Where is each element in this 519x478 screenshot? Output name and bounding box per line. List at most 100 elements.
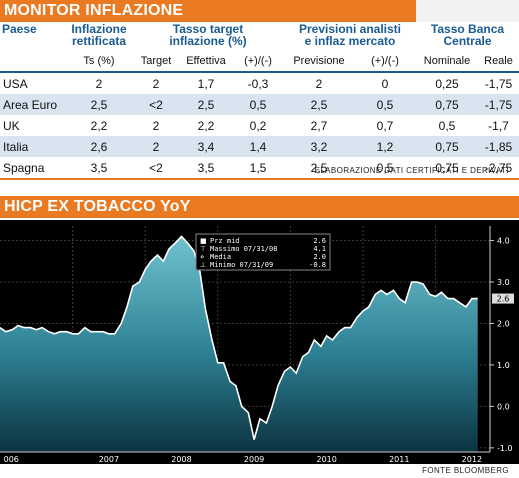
legend-label: Prz mid: [210, 237, 240, 245]
cell-country: USA: [3, 76, 28, 91]
legend-glyph-icon: ⋄: [200, 253, 204, 261]
x-tick-label: 2011: [389, 455, 409, 464]
section-divider: [0, 178, 519, 180]
x-tick-label: 2007: [99, 455, 119, 464]
target-header: Tasso target inflazione (%): [169, 22, 247, 48]
cell-previsione: 2,7: [310, 118, 328, 133]
cell-country: Italia: [0, 136, 66, 157]
title-strip: [416, 0, 519, 22]
cell-previsione: 2,5: [284, 157, 354, 180]
cell-reale: -1,85: [478, 136, 519, 157]
legend-label: Media: [210, 253, 231, 261]
cell-effettiva: 3,4: [180, 136, 232, 157]
x-tick-label: 2009: [244, 455, 264, 464]
subheader-diff2: (+)/(-): [354, 51, 416, 73]
inflation-table: Paese Inflazione rettificata Tasso target…: [0, 23, 519, 180]
chart-area-layer: [0, 235, 478, 452]
table-source-note: ELABORAZIONE DATI CERTIFICATI E DERIVATI: [314, 166, 509, 175]
x-tick-label: 006: [4, 455, 19, 464]
cell-diff1: 1,5: [232, 157, 284, 180]
subheader-blank: [0, 51, 66, 73]
cell-nominale: 0,5: [438, 118, 456, 133]
cell-reale: -1,75: [478, 94, 519, 115]
legend-value: 4.1: [313, 245, 326, 253]
previsioni-header: Previsioni analisti e inflaz mercato: [298, 22, 402, 48]
last-value-marker: [492, 293, 514, 304]
cell-country: Area Euro: [0, 94, 66, 115]
monitor-inflazione-title: MONITOR INFLAZIONE: [0, 0, 420, 22]
table-row: USA 2 2 1,7 -0,3 2 0 0,25 -1,75: [0, 72, 519, 94]
cell-target: 2: [152, 118, 160, 133]
x-tick-label: 2010: [316, 455, 336, 464]
cell-diff2: 0,7: [376, 118, 394, 133]
y-tick-label: 1.0: [497, 361, 510, 370]
cell-country: Spagna: [0, 157, 66, 180]
legend-label: Minimo 07/31/09: [210, 261, 273, 269]
legend-value: -0.8: [309, 261, 326, 269]
legend-value: 2.0: [313, 253, 326, 261]
cell-diff2: 0: [381, 76, 389, 91]
y-tick-label: 4.0: [497, 237, 510, 246]
cell-diff1: -0,3: [247, 76, 269, 91]
cell-diff1: 1,4: [232, 136, 284, 157]
subheader-target: Target: [132, 51, 180, 73]
cell-target: <2: [132, 157, 180, 180]
x-tick-label: 2008: [171, 455, 191, 464]
legend-box: [195, 233, 331, 271]
cell-diff2: 0,5: [354, 157, 416, 180]
series-area: [0, 236, 478, 452]
banca-header: Tasso Banca Centrale: [430, 22, 505, 48]
y-tick-label: 2.0: [497, 319, 510, 328]
legend-glyph-icon: ⊤: [200, 245, 206, 253]
cell-ts: 2,2: [90, 118, 108, 133]
x-tick-label: 2012: [462, 455, 482, 464]
cell-previsione: 2: [315, 76, 323, 91]
table-row: UK 2,2 2 2,2 0,2 2,7 0,7 0,5 -1,7: [0, 115, 519, 136]
cell-target: 2: [132, 136, 180, 157]
series-line: [0, 235, 478, 440]
cell-ts: 2,5: [66, 94, 132, 115]
chart-legend: ■ Prz mid 2.6 ⊤ Massimo 07/31/08 4.1 ⋄ Media 2.0…: [195, 233, 331, 271]
legend-glyph-icon: ⊥: [200, 261, 206, 269]
y-tick-label: 3.0: [497, 278, 510, 287]
subheader-nominale: Nominale: [416, 51, 478, 73]
cell-ts: 2,6: [66, 136, 132, 157]
hicp-chart: 4.0 3.0 2.0 1.0 0.0 -1.0 006 2007 2008 2009 2010 20…: [0, 220, 519, 464]
cell-previsione: 3,2: [284, 136, 354, 157]
y-tick-label: -1.0: [497, 444, 513, 453]
cell-diff1: 0,2: [249, 118, 267, 133]
subheader-ts: Ts (%): [66, 51, 132, 73]
chart-source-note: FONTE BLOOMBERG: [422, 466, 509, 475]
subheader-previsione: Previsione: [284, 51, 354, 73]
cell-reale: -1,75: [484, 76, 513, 91]
cell-previsione: 2,5: [284, 94, 354, 115]
cell-target: 2: [152, 76, 160, 91]
y-tick-label: 0.0: [497, 402, 510, 411]
paese-header: Paese: [2, 22, 37, 36]
cell-diff1: 0,5: [232, 94, 284, 115]
chart-axes: 4.0 3.0 2.0 1.0 0.0 -1.0 006 2007 2008 2009 2010 20…: [0, 226, 514, 464]
cell-target: <2: [132, 94, 180, 115]
subheader-diff1: (+)/(-): [232, 51, 284, 73]
last-value-label: 2.6: [497, 295, 510, 304]
legend-label: Massimo 07/31/08: [210, 245, 277, 253]
cell-reale: -1,7: [488, 118, 509, 133]
hicp-chart-title: HICP EX TOBACCO YoY: [0, 196, 519, 218]
cell-effettiva: 3,5: [180, 157, 232, 180]
cell-diff2: 0,5: [354, 94, 416, 115]
subheader-effettiva: Effettiva: [180, 51, 232, 73]
cell-nominale: 0,75: [416, 94, 478, 115]
cell-diff2: 1,2: [354, 136, 416, 157]
cell-country: UK: [3, 118, 20, 133]
table-row: Area Euro 2,5 <2 2,5 0,5 2,5 0,5 0,75 -1…: [0, 94, 519, 115]
table-group-header: Paese Inflazione rettificata Tasso target…: [0, 23, 519, 51]
cell-nominale: 0,75: [416, 136, 478, 157]
cell-ts: 3,5: [66, 157, 132, 180]
subheader-reale: Reale: [478, 51, 519, 73]
cell-ts: 2: [95, 76, 103, 91]
legend-value: 2.6: [313, 237, 326, 245]
inflazione-header: Inflazione rettificata: [71, 22, 127, 48]
table-row: Italia 2,6 2 3,4 1,4 3,2 1,2 0,75 -1,85: [0, 136, 519, 157]
cell-nominale: 0,25: [435, 76, 459, 91]
table-subheader: Ts (%) Target Effettiva (+)/(-) Previsio…: [0, 51, 519, 73]
